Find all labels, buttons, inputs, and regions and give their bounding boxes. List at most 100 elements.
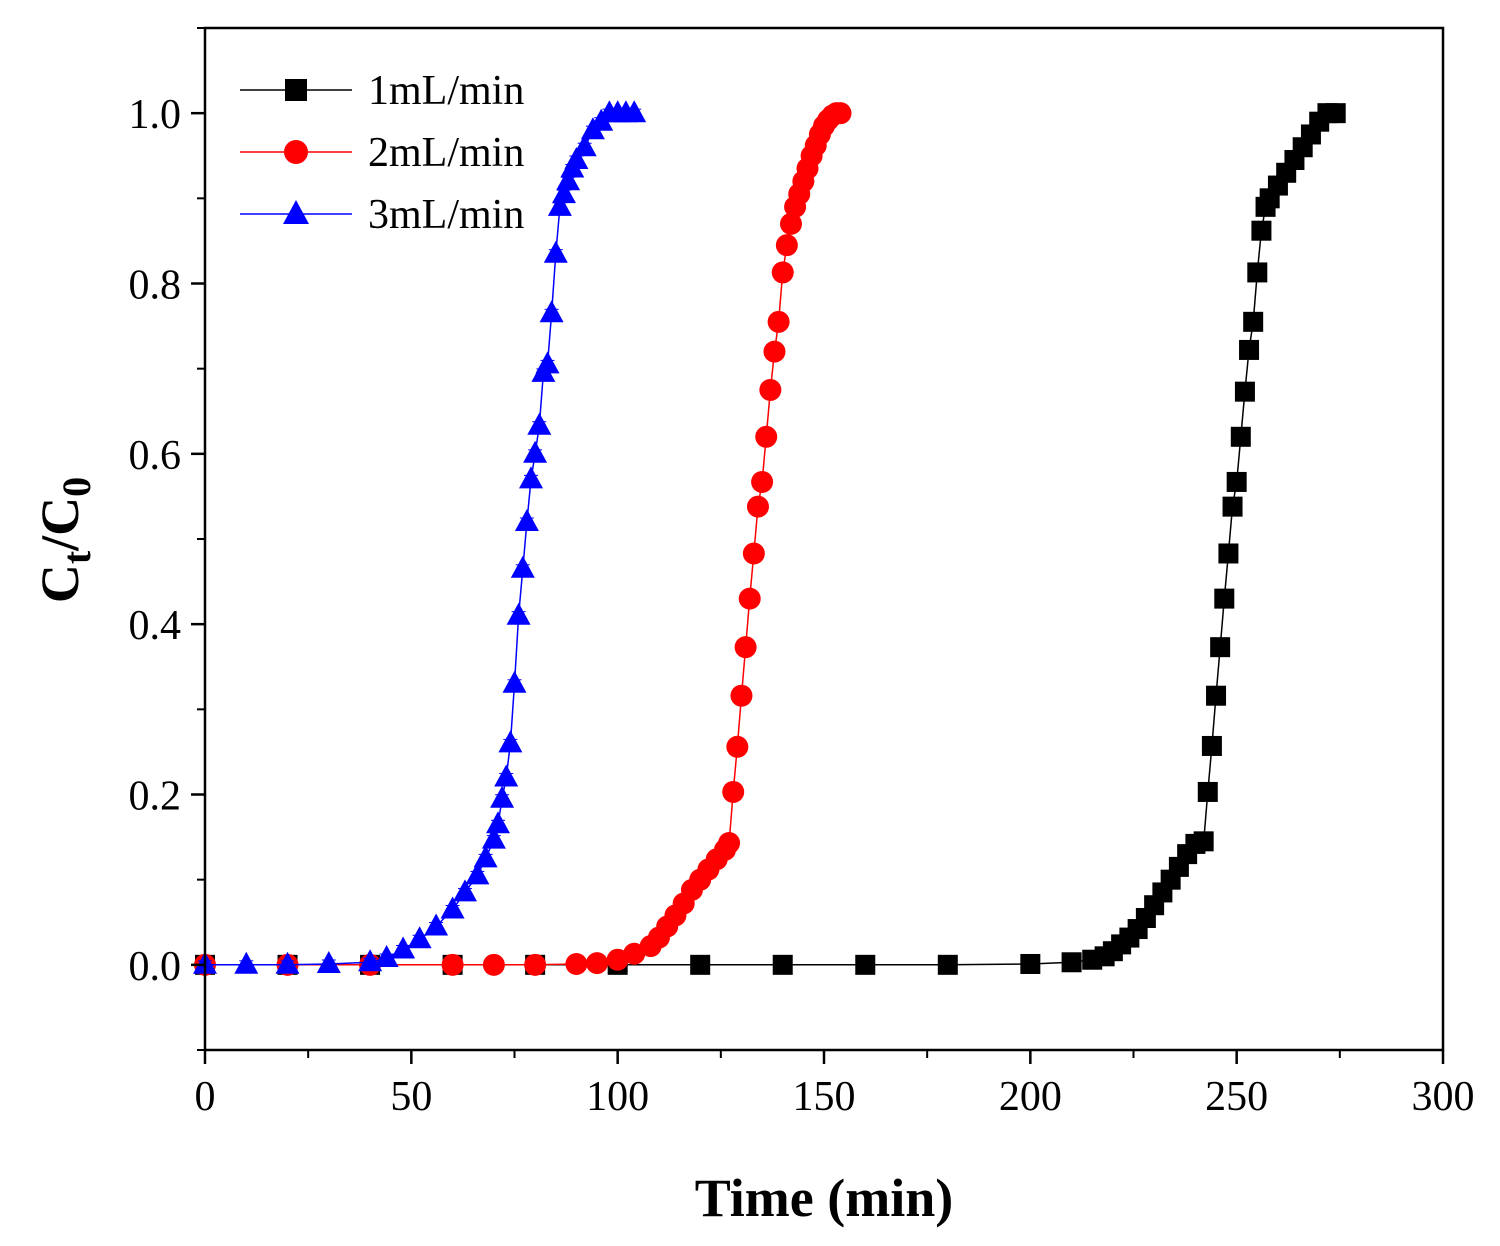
data-point-triangle: [543, 240, 568, 263]
data-point-circle: [734, 636, 757, 659]
data-point-circle: [726, 735, 749, 758]
data-point-triangle: [510, 555, 535, 578]
data-point-square: [1243, 311, 1264, 332]
data-point-square: [1193, 831, 1214, 852]
data-point-square: [937, 954, 958, 975]
data-point-triangle: [552, 181, 576, 204]
data-point-circle: [779, 212, 802, 235]
y-axis: 0.0 0.2 0.4 0.6 0.8 1.0: [129, 27, 205, 1051]
data-point-circle: [755, 425, 778, 448]
data-point-circle: [441, 953, 464, 976]
data-point-triangle: [234, 951, 259, 974]
data-point-triangle: [535, 351, 560, 374]
data-point-circle: [746, 495, 769, 518]
data-point-square: [1251, 220, 1272, 241]
data-point-triangle: [523, 440, 548, 463]
data-point-triangle: [316, 951, 341, 973]
data-point-circle: [565, 952, 588, 975]
data-point-square: [1234, 381, 1255, 402]
x-axis: 0 50 100 150 200 250 300: [195, 1050, 1475, 1120]
series-triangle: [193, 100, 647, 974]
data-point-triangle: [391, 936, 416, 959]
data-point-triangle: [374, 945, 399, 967]
data-point-square: [1061, 952, 1082, 973]
legend-marker-triangle: [283, 200, 309, 224]
data-point-triangle: [490, 785, 515, 808]
data-point-triangle: [486, 811, 510, 834]
data-point-square: [1325, 103, 1346, 124]
x-tick-label: 50: [390, 1074, 432, 1120]
data-point-triangle: [539, 300, 564, 323]
y-axis-title-c0: C: [30, 497, 90, 536]
data-point-circle: [623, 942, 646, 965]
y-tick-label: 0.0: [129, 944, 182, 990]
data-point-square: [855, 954, 876, 975]
y-axis-title-c: C: [30, 564, 90, 603]
data-point-circle: [763, 340, 786, 363]
data-point-triangle: [514, 509, 539, 531]
data-point-circle: [771, 261, 794, 284]
data-point-circle: [775, 234, 798, 257]
y-tick-label: 0.8: [129, 263, 182, 309]
y-axis-title-slash: /: [30, 535, 90, 552]
data-point-triangle: [465, 862, 490, 885]
legend-label-2: 2mL/min: [368, 130, 524, 176]
data-point-square: [1210, 637, 1231, 658]
data-point-square: [1226, 471, 1247, 492]
data-point-triangle: [502, 670, 527, 693]
data-point-square: [772, 954, 793, 975]
legend-entry-3: 3mL/min: [240, 192, 524, 238]
x-tick-label: 300: [1412, 1074, 1475, 1120]
y-axis-title-t: t: [54, 550, 99, 564]
data-point-triangle: [519, 466, 543, 489]
y-tick-label: 0.2: [129, 774, 182, 820]
legend-marker-circle: [284, 140, 308, 164]
data-point-triangle: [572, 134, 597, 157]
data-point-square: [1020, 953, 1041, 974]
data-point-circle: [718, 832, 741, 855]
data-point-triangle: [440, 896, 465, 919]
legend-label-1: 1mL/min: [368, 68, 524, 114]
data-point-triangle: [498, 730, 523, 753]
data-point-triangle: [424, 913, 449, 936]
data-point-circle: [606, 948, 629, 971]
data-point-circle: [742, 542, 765, 565]
data-point-circle: [767, 310, 790, 333]
data-point-triangle: [407, 926, 432, 949]
legend: 1mL/min 2mL/min 3mL/min: [240, 68, 524, 238]
data-point-square: [1214, 588, 1235, 609]
data-point-circle: [759, 378, 782, 401]
y-axis-title-zero: 0: [54, 477, 99, 497]
data-point-circle: [586, 952, 609, 975]
data-point-triangle: [527, 412, 552, 435]
x-tick-label: 0: [195, 1074, 216, 1120]
x-axis-title: Time (min): [695, 1168, 953, 1228]
x-tick-label: 200: [999, 1074, 1062, 1120]
y-tick-label: 0.4: [129, 603, 182, 649]
x-tick-label: 150: [793, 1074, 856, 1120]
series-layer: [193, 100, 1346, 976]
data-point-triangle: [453, 879, 477, 902]
data-point-triangle: [556, 168, 581, 191]
data-point-square: [1247, 262, 1268, 283]
data-point-triangle: [547, 193, 572, 216]
data-point-triangle: [481, 826, 506, 849]
data-point-square: [690, 954, 711, 975]
y-tick-label: 0.6: [129, 433, 182, 479]
data-point-circle: [738, 587, 761, 610]
legend-entry-1: 1mL/min: [240, 68, 524, 114]
data-point-circle: [751, 470, 774, 493]
data-point-square: [1230, 426, 1251, 447]
data-point-circle: [730, 684, 753, 707]
legend-label-3: 3mL/min: [368, 192, 524, 238]
legend-entry-2: 2mL/min: [240, 130, 524, 176]
x-tick-label: 250: [1205, 1074, 1268, 1120]
y-tick-label: 1.0: [129, 92, 182, 138]
legend-marker-square: [285, 79, 307, 101]
data-point-square: [1218, 543, 1239, 564]
x-tick-label: 100: [586, 1074, 649, 1120]
data-point-triangle: [494, 764, 519, 787]
